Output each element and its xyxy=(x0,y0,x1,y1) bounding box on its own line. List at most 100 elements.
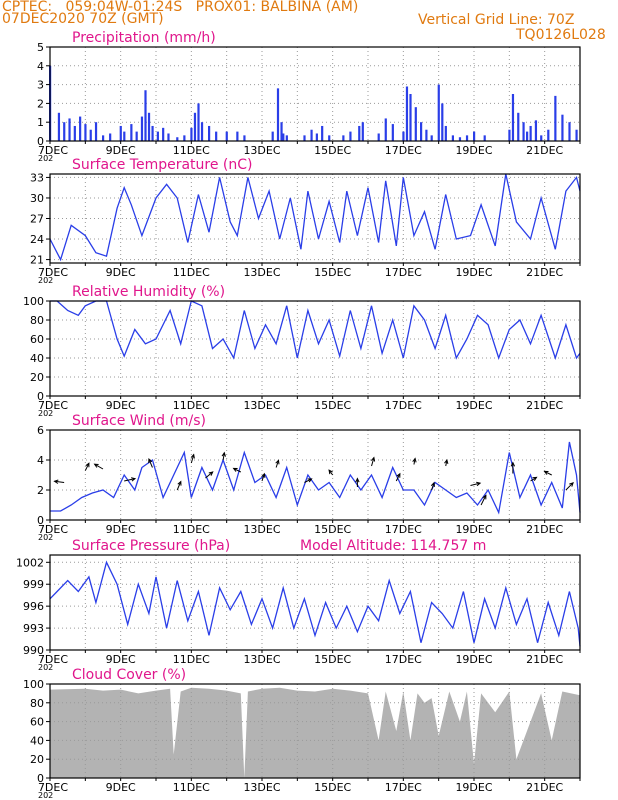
x-tick-label: 13DEC xyxy=(243,399,280,412)
x-tick-label: 15DEC xyxy=(314,781,351,794)
x-tick-label: 11DEC xyxy=(173,653,210,666)
x-tick-label: 17DEC xyxy=(385,523,422,536)
model-altitude-annotation: Model Altitude: 114.757 m xyxy=(300,538,486,554)
precipitation-bar xyxy=(441,103,444,141)
precipitation-bar xyxy=(303,135,306,141)
precipitation-bar xyxy=(430,135,433,141)
y-tick-label: 40 xyxy=(30,734,44,747)
wind-vector-head xyxy=(444,458,449,465)
precipitation-bar xyxy=(405,86,409,141)
precipitation-bar xyxy=(402,131,405,141)
wind-vector-head xyxy=(53,479,59,484)
y-tick-label: 1 xyxy=(37,116,44,129)
precipitation-bar xyxy=(271,131,274,141)
wind-vector xyxy=(371,457,375,467)
precipitation-bar xyxy=(197,103,200,141)
precipitation-bar xyxy=(144,90,147,141)
precipitation-bar xyxy=(135,131,138,141)
precipitation-bar xyxy=(94,122,98,141)
precipitation-bar xyxy=(89,129,92,141)
precipitation-bar xyxy=(162,127,165,141)
x-tick-label: 9DEC xyxy=(106,266,136,279)
precipitation-bar xyxy=(176,137,179,141)
wind-vector-head xyxy=(93,463,99,468)
wind-vector xyxy=(205,471,213,479)
wind-vector-head xyxy=(482,494,487,500)
wind-vector xyxy=(275,460,280,468)
x-tick-label: 19DEC xyxy=(455,653,492,666)
header-code: TQ0126L028 xyxy=(516,27,606,43)
wind-vector xyxy=(431,482,435,491)
x-tick-label: 9DEC xyxy=(106,144,136,157)
x-tick-label: 13DEC xyxy=(243,653,280,666)
wind-vector-head xyxy=(148,458,153,464)
precipitation-bar xyxy=(526,131,529,141)
precipitation-bar xyxy=(63,122,66,141)
precipitation-bar xyxy=(321,125,324,141)
precipitation-bar xyxy=(183,135,186,141)
wind-vector-head xyxy=(190,453,195,459)
header-grid-line: Vertical Grid Line: 70Z xyxy=(418,12,575,28)
y-tick-label: 4 xyxy=(37,60,44,73)
y-tick-label: 60 xyxy=(30,333,44,346)
header-location: CPTEC: 059:04W-01:24S PROX01: BALBINA (A… xyxy=(2,0,359,15)
precipitation-bar xyxy=(243,135,246,141)
precipitation-bar xyxy=(193,112,197,141)
header-date: 07DEC2020 70Z (GMT) xyxy=(2,11,164,27)
panel-frame xyxy=(49,300,581,397)
panel-title: Surface Pressure (hPa) xyxy=(72,538,230,554)
precipitation-bar xyxy=(109,133,112,141)
wind-vector-head xyxy=(130,477,137,482)
y-tick-label: 100 xyxy=(23,295,44,308)
panel-frame xyxy=(49,429,581,521)
x-axis-year-label: 202 xyxy=(38,533,53,542)
wind-vector-head xyxy=(412,457,417,463)
x-tick-label: 19DEC xyxy=(455,266,492,279)
precipitation-bar xyxy=(554,95,557,141)
x-tick-label: 7DEC xyxy=(38,399,68,412)
wind-vector-head xyxy=(177,480,182,486)
wind-vector-head xyxy=(355,477,360,483)
wind-vector xyxy=(565,482,574,491)
panel-title: Surface Wind (m/s) xyxy=(72,413,206,429)
wind-vector xyxy=(54,480,65,483)
pressure-series-line xyxy=(49,560,581,647)
x-axis-year-label: 202 xyxy=(38,791,53,800)
precipitation-bar xyxy=(414,107,417,141)
precipitation-bar xyxy=(342,135,345,141)
precipitation-bar xyxy=(391,124,394,141)
x-axis-year-label: 202 xyxy=(38,276,53,285)
precipitation-bar xyxy=(282,133,285,141)
wind-vector xyxy=(94,463,104,470)
wind-vector-head xyxy=(510,461,516,467)
y-tick-label: 80 xyxy=(30,697,44,710)
wind-vector xyxy=(233,467,242,473)
x-tick-label: 21DEC xyxy=(526,266,563,279)
precipitation-bar xyxy=(208,125,211,141)
precipitation-bar xyxy=(451,135,454,141)
precipitation-bar xyxy=(140,116,144,141)
precipitation-bar xyxy=(473,131,476,141)
wind-vector xyxy=(304,478,312,483)
x-tick-label: 21DEC xyxy=(526,653,563,666)
precipitation-bar xyxy=(522,122,525,141)
y-tick-label: 999 xyxy=(23,578,44,591)
y-tick-label: 100 xyxy=(23,678,44,691)
x-axis-year-label: 202 xyxy=(38,154,53,163)
precipitation-bar xyxy=(73,125,76,141)
precipitation-bar xyxy=(147,112,151,141)
x-tick-label: 11DEC xyxy=(173,266,210,279)
precipitation-bar xyxy=(409,94,412,141)
wind-vector-head xyxy=(476,481,482,487)
precipitation-bar xyxy=(529,125,532,141)
wind-vector-head xyxy=(221,451,226,457)
wind-vector-head xyxy=(396,472,401,478)
precipitation-bar xyxy=(384,118,387,141)
precipitation-bar xyxy=(458,137,462,141)
humidity-series-line xyxy=(50,300,581,361)
y-tick-label: 0 xyxy=(37,390,44,403)
wind-vector-head xyxy=(232,467,238,472)
precipitation-bar xyxy=(236,131,239,141)
precipitation-bar xyxy=(190,127,193,141)
wind-vector xyxy=(544,470,552,476)
